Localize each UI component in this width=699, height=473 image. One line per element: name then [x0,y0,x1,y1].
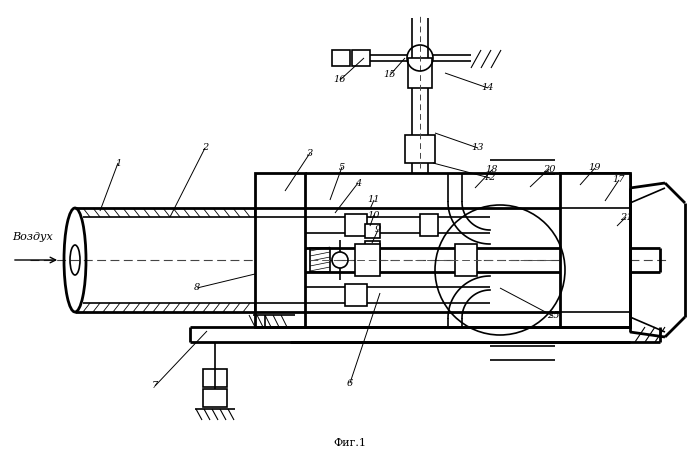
Text: 3: 3 [307,149,313,158]
Text: Воздух: Воздух [12,232,52,242]
Bar [455,244,477,276]
Bar [560,173,630,327]
Text: 15: 15 [384,70,396,79]
Bar [355,244,380,276]
Text: 25: 25 [547,312,559,321]
Bar [332,50,350,66]
Bar [310,248,330,272]
Text: 16: 16 [333,76,346,85]
Text: 19: 19 [589,164,601,173]
Bar [203,389,227,407]
Text: 2: 2 [202,143,208,152]
Text: 10: 10 [368,210,380,219]
Text: 13: 13 [472,143,484,152]
Bar [420,214,438,236]
Bar [365,256,380,270]
Text: 8: 8 [194,283,200,292]
Text: 21: 21 [620,212,633,221]
Text: 1: 1 [115,158,121,167]
Text: 5: 5 [339,163,345,172]
Text: 6: 6 [347,378,353,387]
Bar [408,58,432,88]
Text: 17: 17 [613,175,625,184]
Bar [203,369,227,387]
Text: 7: 7 [152,382,158,391]
Bar [345,214,367,236]
Text: 18: 18 [486,166,498,175]
Bar [365,241,380,255]
Bar [405,135,435,163]
Text: 9: 9 [375,226,381,235]
Text: Фиг.1: Фиг.1 [333,438,366,448]
Text: 12: 12 [484,174,496,183]
Bar [345,284,367,306]
Bar [352,50,370,66]
Text: 20: 20 [542,165,555,174]
Text: 11: 11 [368,195,380,204]
Bar [365,224,380,238]
Bar [255,173,305,327]
Text: 14: 14 [482,84,494,93]
Text: 4: 4 [355,178,361,187]
